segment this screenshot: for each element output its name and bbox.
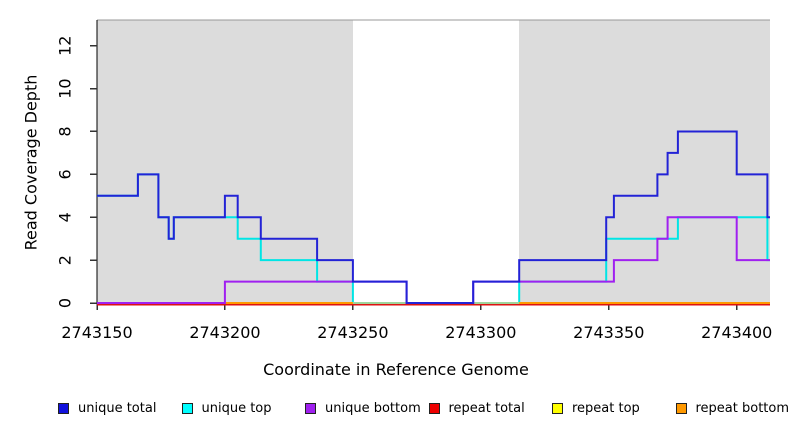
y-tick-label: 6 bbox=[56, 169, 75, 179]
legend-label: repeat total bbox=[448, 400, 525, 416]
legend-item-unique-top: unique top bbox=[181, 399, 272, 417]
legend-item-unique-bottom: unique bottom bbox=[305, 399, 421, 417]
legend-item-repeat-total: repeat total bbox=[428, 399, 525, 417]
y-tick-label: 10 bbox=[56, 78, 75, 98]
legend-swatch-unique-top-icon bbox=[181, 402, 193, 414]
x-tick-label: 2743200 bbox=[189, 323, 260, 342]
legend-label: unique bottom bbox=[325, 400, 421, 416]
x-tick-label: 2743250 bbox=[317, 323, 388, 342]
legend-label: unique total bbox=[78, 400, 157, 416]
x-tick-label: 2743300 bbox=[445, 323, 516, 342]
legend-item-unique-total: unique total bbox=[58, 399, 156, 417]
legend-label: repeat top bbox=[572, 400, 640, 416]
background-region-shaded-right bbox=[519, 20, 770, 303]
x-tick-label: 2743150 bbox=[61, 323, 132, 342]
legend-swatch-unique-total-icon bbox=[58, 402, 69, 414]
legend-item-repeat-bottom: repeat bottom bbox=[675, 399, 790, 417]
legend-swatch-unique-bottom-icon bbox=[305, 402, 316, 414]
legend-label: unique top bbox=[201, 400, 272, 416]
legend: unique total unique top unique bottom repea… bbox=[0, 399, 792, 423]
y-tick-label: 2 bbox=[56, 255, 75, 265]
background-region-shaded-left bbox=[97, 20, 353, 303]
series-unique-total bbox=[97, 130, 770, 304]
y-tick-label: 8 bbox=[56, 126, 75, 136]
legend-swatch-repeat-total-icon bbox=[428, 402, 440, 414]
legend-swatch-repeat-top-icon bbox=[552, 402, 563, 414]
legend-swatch-repeat-bottom-icon bbox=[675, 402, 687, 414]
x-tick-label: 2743400 bbox=[701, 323, 772, 342]
x-tick-label: 2743350 bbox=[573, 323, 644, 342]
y-tick-label: 4 bbox=[56, 212, 75, 222]
y-axis-label: Read Coverage Depth bbox=[21, 74, 41, 251]
y-tick-label: 12 bbox=[56, 36, 75, 56]
legend-item-repeat-top: repeat top bbox=[552, 399, 640, 417]
series-unique-bottom bbox=[97, 216, 770, 304]
legend-label: repeat bottom bbox=[695, 400, 790, 416]
y-tick-label: 0 bbox=[56, 298, 75, 308]
x-axis-label: Coordinate in Reference Genome bbox=[263, 360, 529, 379]
